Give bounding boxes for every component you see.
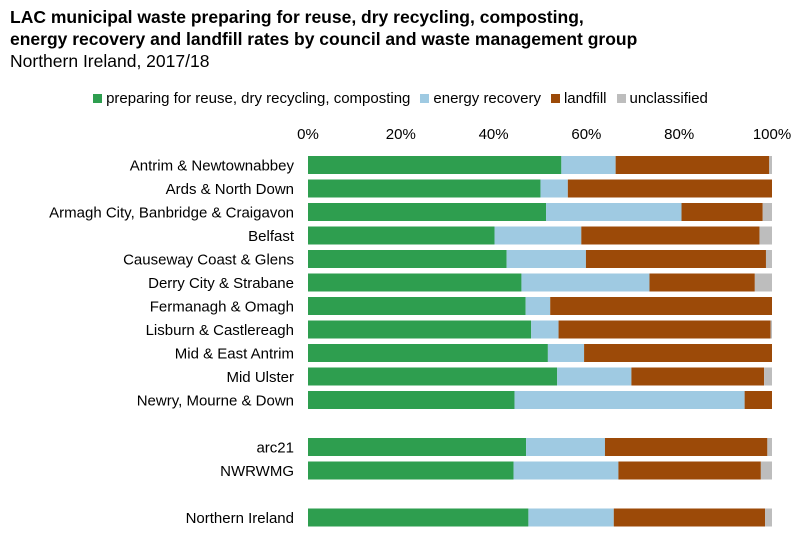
bar-segment-recycling: [308, 226, 495, 245]
bar-segment-unclassified: [765, 250, 772, 268]
x-tick-label: 20%: [386, 126, 416, 143]
x-tick-label: 0%: [297, 126, 319, 143]
bar-segment-recycling: [308, 391, 515, 409]
legend-item-recycling: preparing for reuse, dry recycling, comp…: [93, 90, 410, 107]
legend-swatch-recycling: [93, 94, 103, 103]
chart-title-line-1: LAC municipal waste preparing for reuse,…: [10, 7, 584, 27]
legend-label-landfill: landfill: [563, 90, 607, 107]
bar-segment-recycling: [308, 203, 547, 221]
bar-segment-unclassified: [767, 438, 772, 456]
legend-swatch-landfill: [550, 94, 560, 103]
bar-segment-recycling: [308, 297, 526, 315]
bar-segment-recycling: [308, 367, 558, 386]
category-label: Antrim & Newtownabbey: [130, 158, 295, 175]
bar-segment-recycling: [308, 508, 529, 527]
bar-segment-recycling: [308, 250, 507, 268]
category-label: Armagh City, Banbridge & Craigavon: [49, 205, 294, 222]
bar-segment-recycling: [308, 320, 532, 339]
bar-segment-recycling: [308, 461, 514, 480]
bar-segment-recycling: [308, 344, 548, 362]
bar-segment-energy-recovery: [528, 508, 614, 527]
chart-subtitle: Northern Ireland, 2017/18: [10, 51, 210, 71]
bar-segment-landfill: [585, 250, 766, 268]
bar-segment-unclassified: [754, 273, 772, 292]
bar-segment-landfill: [613, 508, 766, 527]
bar-segment-landfill: [604, 438, 768, 456]
bar-segment-landfill: [649, 273, 755, 292]
bar-segment-energy-recovery: [525, 297, 551, 315]
bar-segment-landfill: [581, 226, 760, 245]
bar-segment-unclassified: [769, 156, 772, 174]
x-tick-label: 40%: [479, 126, 509, 143]
bar-segment-energy-recovery: [513, 461, 619, 480]
chart-title-line-2: energy recovery and landfill rates by co…: [10, 29, 638, 49]
x-tick-label: 60%: [571, 126, 601, 143]
bar-segment-energy-recovery: [521, 273, 650, 292]
bar-segment-landfill: [681, 203, 763, 221]
bar-segment-unclassified: [770, 320, 772, 339]
category-label: Northern Ireland: [186, 510, 294, 527]
bar-segment-landfill: [744, 391, 772, 409]
bar-segment-energy-recovery: [531, 320, 559, 339]
bar-segment-recycling: [308, 273, 522, 292]
legend-swatch-energy-recovery: [420, 94, 430, 103]
bar-segment-unclassified: [759, 226, 772, 245]
title-block: LAC municipal waste preparing for reuse,…: [10, 6, 637, 72]
bar-segment-unclassified: [760, 461, 772, 480]
legend-item-energy-recovery: energy recovery: [420, 90, 541, 107]
category-label: Mid & East Antrim: [175, 346, 294, 363]
bar-segment-unclassified: [765, 508, 772, 527]
legend-label-unclassified: unclassified: [629, 90, 708, 107]
legend-label-recycling: preparing for reuse, dry recycling, comp…: [106, 90, 411, 107]
legend-item-landfill: landfill: [550, 90, 607, 107]
bar-segment-energy-recovery: [540, 179, 568, 198]
bar-segment-energy-recovery: [506, 250, 586, 268]
x-tick-label: 80%: [664, 126, 694, 143]
category-label: Fermanagh & Omagh: [150, 299, 294, 316]
category-label: Mid Ulster: [226, 369, 294, 386]
bar-segment-energy-recovery: [557, 367, 632, 386]
x-tick-label: 100%: [753, 126, 791, 143]
bar-segment-recycling: [308, 179, 541, 198]
category-label: arc21: [256, 440, 294, 457]
legend: preparing for reuse, dry recycling, comp…: [0, 90, 801, 107]
category-label: Derry City & Strabane: [148, 275, 294, 292]
bar-segment-unclassified: [762, 203, 772, 221]
category-label: Causeway Coast & Glens: [123, 252, 294, 269]
legend-label-energy-recovery: energy recovery: [433, 90, 541, 107]
bar-segment-recycling: [308, 156, 562, 174]
category-label: Newry, Mourne & Down: [137, 393, 294, 410]
bar-segment-landfill: [567, 179, 772, 198]
bar-segment-landfill: [615, 156, 770, 174]
bar-segment-energy-recovery: [561, 156, 616, 174]
bar-segment-energy-recovery: [514, 391, 745, 409]
bar-segment-landfill: [550, 297, 772, 315]
bar-segment-landfill: [584, 344, 772, 362]
bar-segment-energy-recovery: [526, 438, 605, 456]
legend-swatch-unclassified: [616, 94, 626, 103]
bar-segment-landfill: [558, 320, 771, 339]
legend-item-unclassified: unclassified: [616, 90, 708, 107]
bar-segment-landfill: [631, 367, 765, 386]
bar-segment-landfill: [618, 461, 761, 480]
bar-segment-energy-recovery: [546, 203, 682, 221]
bar-segment-energy-recovery: [547, 344, 585, 362]
category-label: Ards & North Down: [166, 181, 294, 198]
bar-segment-recycling: [308, 438, 527, 456]
category-label: Belfast: [248, 228, 295, 245]
category-label: Lisburn & Castlereagh: [146, 322, 294, 339]
bar-segment-energy-recovery: [494, 226, 582, 245]
bar-segment-unclassified: [764, 367, 772, 386]
category-label: NWRWMG: [220, 463, 294, 480]
